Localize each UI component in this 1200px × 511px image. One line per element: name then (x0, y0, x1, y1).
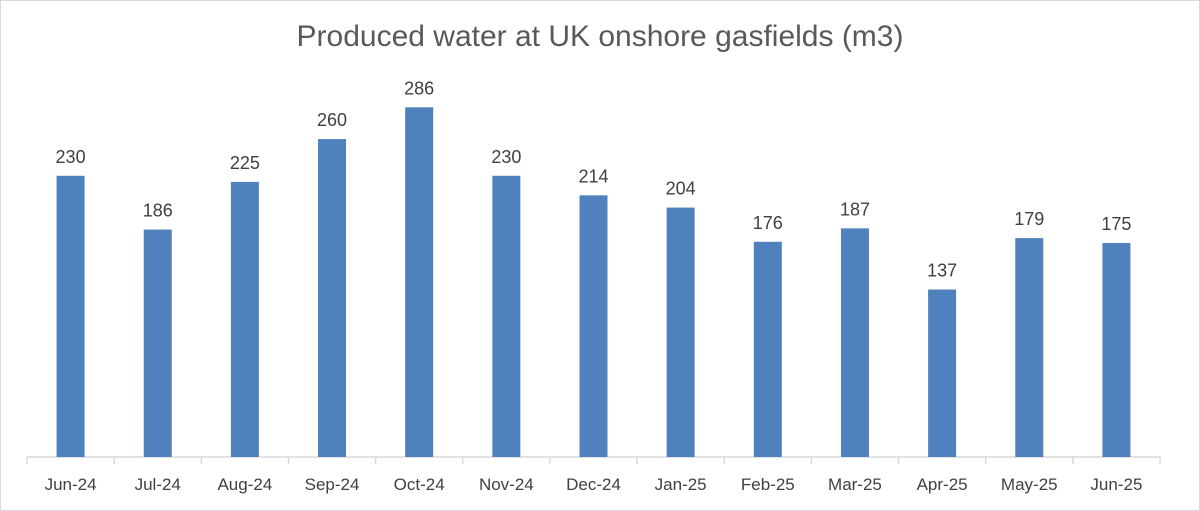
x-tick-labels-layer: Jun-24 Jul-24 Aug-24 Sep-24 Oct-24 Nov-24 Dec-… (45, 475, 1143, 494)
bar-may-25 (1015, 238, 1044, 457)
data-label-apr-25: 137 (927, 260, 957, 280)
x-tick-label-dec-24: Dec-24 (566, 475, 621, 494)
data-label-may-25: 179 (1014, 209, 1044, 229)
x-tick-label-jun-25: Jun-25 (1090, 475, 1142, 494)
x-tick-label-oct-24: Oct-24 (394, 475, 445, 494)
data-label-nov-24: 230 (491, 147, 521, 167)
data-label-jan-25: 204 (666, 179, 696, 199)
data-label-mar-25: 187 (840, 199, 870, 219)
bar-mar-25 (840, 228, 869, 457)
bar-dec-24 (579, 195, 608, 457)
bar-oct-24 (405, 107, 434, 457)
x-tick-label-jun-24: Jun-24 (45, 475, 97, 494)
data-label-sep-24: 260 (317, 110, 347, 130)
x-tick-label-jul-24: Jul-24 (135, 475, 181, 494)
x-tick-label-may-25: May-25 (1001, 475, 1058, 494)
x-tick-label-sep-24: Sep-24 (305, 475, 360, 494)
data-label-jun-25: 175 (1101, 214, 1131, 234)
x-tick-label-feb-25: Feb-25 (741, 475, 795, 494)
x-tick-label-jan-25: Jan-25 (655, 475, 707, 494)
data-label-jun-24: 230 (56, 147, 86, 167)
bar-apr-25 (928, 289, 957, 457)
bar-nov-24 (492, 175, 521, 458)
bar-sep-24 (318, 139, 347, 457)
data-label-jul-24: 186 (143, 201, 173, 221)
x-tick-label-apr-25: Apr-25 (917, 475, 968, 494)
data-labels-layer: 230 186 225 260 286 230 214 204 176 187 137 179 175 (56, 78, 1132, 280)
axis-layer (26, 456, 1161, 464)
bars-layer (56, 107, 1131, 458)
data-label-oct-24: 286 (404, 78, 434, 98)
bar-jun-25 (1102, 243, 1131, 457)
bar-jun-24 (56, 175, 85, 458)
data-label-dec-24: 214 (578, 166, 608, 186)
chart-title: Produced water at UK onshore gasfields (… (296, 20, 904, 53)
bar-aug-24 (230, 181, 259, 457)
x-tick-label-nov-24: Nov-24 (479, 475, 534, 494)
data-label-aug-24: 225 (230, 153, 260, 173)
data-label-feb-25: 176 (753, 213, 783, 233)
bar-jul-24 (143, 229, 172, 457)
bar-feb-25 (753, 241, 782, 457)
x-tick-label-aug-24: Aug-24 (217, 475, 272, 494)
x-tick-label-mar-25: Mar-25 (828, 475, 882, 494)
bar-jan-25 (666, 207, 695, 457)
